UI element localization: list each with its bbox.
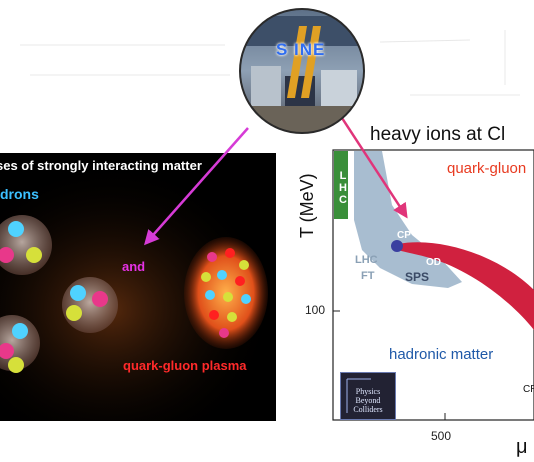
fixed-target-region: [354, 151, 462, 288]
hadrons-label: drons: [0, 186, 39, 202]
arrow-to-critical-point: [340, 117, 408, 219]
phases-panel: ses of strongly interacting matter drons…: [0, 153, 276, 421]
arrow-to-phases: [144, 127, 249, 246]
quark-gluon-label: quark-gluon: [447, 160, 527, 177]
od-label: OD: [426, 257, 441, 268]
shine-experiment-photo: [239, 8, 365, 134]
hadronic-matter-label: hadronic matter: [389, 346, 494, 363]
cr-label: CR: [523, 384, 534, 395]
lhc-vertical-label: L H C: [339, 170, 347, 206]
shine-logo-text: S INE: [276, 40, 326, 59]
sps-label: SPS: [405, 270, 430, 284]
plot-frame: [332, 149, 534, 421]
phase-diagram: [332, 149, 534, 421]
quark-gluon-plasma-blob: [184, 237, 268, 349]
phases-title: ses of strongly interacting matter: [0, 158, 202, 173]
hadron-2: [62, 277, 118, 333]
heavy-ions-title: heavy ions at Cl: [370, 124, 506, 145]
phases-illustration: [0, 173, 276, 421]
lhc-ft-label-line1: LHC: [355, 254, 378, 266]
cp-label: CP: [397, 230, 411, 241]
lhc-band: [334, 151, 348, 219]
x-tick-label: 500: [431, 429, 452, 443]
lhc-ft-label-line2: FT: [361, 270, 375, 282]
hadron-1: [0, 215, 52, 275]
critical-point-marker: [391, 240, 403, 252]
x-axis-label: μ: [516, 436, 528, 458]
y-tick-label: 100: [305, 303, 326, 317]
hadron-3: [0, 315, 40, 373]
quark-gluon-plasma-label: quark-gluon plasma: [123, 358, 247, 373]
pbc-logo: Physics Beyond Colliders: [340, 372, 396, 420]
crossover-band: [398, 242, 534, 330]
and-label: and: [122, 259, 146, 274]
